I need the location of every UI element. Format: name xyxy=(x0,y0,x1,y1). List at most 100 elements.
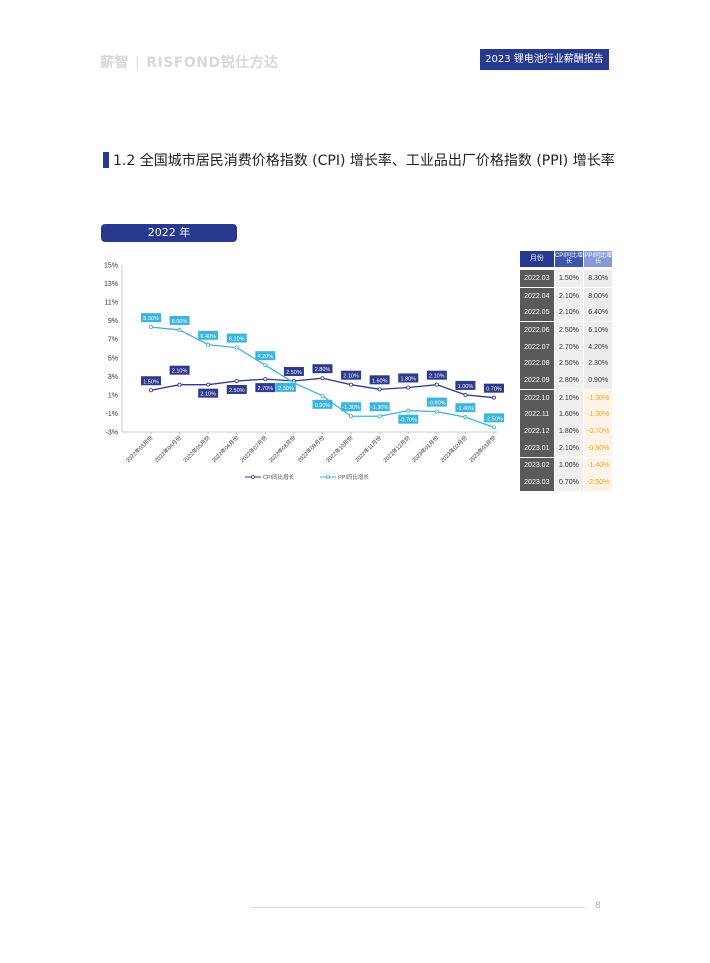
data-label-bg xyxy=(341,402,362,412)
data-label: 6.10% xyxy=(229,337,245,343)
x-tick-label: 2022年11月份 xyxy=(353,433,383,463)
data-label: 1.80% xyxy=(400,376,416,382)
data-label: 8.00% xyxy=(172,319,188,325)
data-label-bg xyxy=(312,364,333,374)
y-tick-label: 7% xyxy=(108,337,118,344)
data-point xyxy=(406,408,411,413)
y-tick-label: 11% xyxy=(105,300,119,307)
data-point xyxy=(349,382,354,387)
x-tick-label: 2022年06月份 xyxy=(210,433,241,464)
data-point xyxy=(149,388,154,393)
cell-cpi: 2.70% xyxy=(554,338,584,356)
x-tick-label: 2022年07月份 xyxy=(238,433,269,464)
cell-month: 2022.09 xyxy=(520,372,554,389)
data-label-bg xyxy=(455,403,476,413)
data-label: 1.60% xyxy=(372,378,388,384)
data-label-bg xyxy=(275,382,296,392)
table-header: 月份 CPI同比增长 PPI同比增长 xyxy=(520,251,612,267)
data-label: 2.10% xyxy=(172,369,188,375)
cell-cpi: 1.00% xyxy=(554,457,584,475)
header-cpi: CPI同比增长 xyxy=(554,251,584,267)
legend-marker xyxy=(326,475,330,479)
title-bar-marker xyxy=(103,152,109,168)
cell-cpi: 1.60% xyxy=(554,406,584,424)
data-label: -0.70% xyxy=(400,418,418,424)
data-label-bg xyxy=(312,399,333,409)
data-point xyxy=(149,325,154,330)
table-row: 2022.12 1.80% -0.70% xyxy=(520,423,612,440)
table-row: 2022.09 2.80% 0.90% xyxy=(520,372,612,389)
cell-cpi: 2.10% xyxy=(554,287,584,305)
data-label: -1.30% xyxy=(371,405,389,411)
report-tag: 2023 锂电池行业薪酬报告 xyxy=(480,49,609,70)
data-label-bg xyxy=(226,333,247,343)
data-point xyxy=(320,393,325,398)
x-tick-label: 2022年05月份 xyxy=(181,433,212,464)
y-tick-label: -1% xyxy=(106,411,118,418)
data-label: 6.40% xyxy=(200,334,216,340)
cell-month: 2022.11 xyxy=(520,406,554,424)
cpi-ppi-line-chart: 15%13%11%9%7%5%3%1%-1%-3%2022年03月份 2022年0… xyxy=(104,263,504,481)
x-tick-label: 2023年02月份 xyxy=(439,433,470,464)
data-point xyxy=(491,395,496,400)
table-row: 2023.01 2.10% -0.80% xyxy=(520,439,612,457)
x-tick-label: 2022年04月份 xyxy=(153,433,184,464)
data-label: 2.80% xyxy=(315,367,331,373)
data-label: 8.30% xyxy=(143,316,159,322)
data-label-bg xyxy=(398,373,419,383)
data-label: 0.70% xyxy=(486,387,502,393)
cell-ppi: 2.30% xyxy=(584,355,612,373)
cell-cpi: 2.50% xyxy=(554,322,584,339)
data-label: 2.10% xyxy=(343,374,359,380)
cell-cpi: 0.70% xyxy=(554,474,584,491)
cell-month: 2022.07 xyxy=(520,338,554,356)
data-point xyxy=(234,345,239,350)
data-label: -1.40% xyxy=(457,406,475,412)
y-tick-label: -3% xyxy=(106,430,118,437)
cell-ppi: 6.40% xyxy=(584,304,612,322)
header-month: 月份 xyxy=(520,251,554,267)
cell-month: 2022.10 xyxy=(520,389,554,407)
data-label: 2.30% xyxy=(278,386,294,392)
data-label-bg xyxy=(426,370,447,380)
data-label: 1.00% xyxy=(458,384,474,390)
logo-xinzhi: 薪智 xyxy=(100,55,129,71)
data-label: 1.50% xyxy=(143,379,159,385)
page-number: 8 xyxy=(595,901,601,911)
data-label-bg xyxy=(398,414,419,424)
data-label-bg xyxy=(169,365,190,375)
y-tick-label: 1% xyxy=(108,392,118,399)
legend-label: CPI同比增长 xyxy=(263,473,295,481)
data-point xyxy=(263,377,268,382)
data-point xyxy=(463,415,468,420)
data-point xyxy=(377,387,382,392)
data-point xyxy=(377,414,382,419)
data-point xyxy=(206,382,211,387)
table-row: 2022.07 2.70% 4.20% xyxy=(520,338,612,356)
cell-cpi: 2.50% xyxy=(554,355,584,373)
data-label-bg xyxy=(426,397,447,407)
cpi-ppi-table: 月份 CPI同比增长 PPI同比增长 2022.03 1.50% 8.30% 2022… xyxy=(520,251,612,491)
data-label-bg xyxy=(455,380,476,390)
data-label-bg xyxy=(255,351,276,361)
header-ppi: PPI同比增长 xyxy=(584,251,612,267)
table-row: 2022.11 1.60% -1.30% xyxy=(520,406,612,424)
x-tick-label: 2023年03月份 xyxy=(467,433,498,464)
data-point xyxy=(177,382,182,387)
data-label: 2.50% xyxy=(229,388,245,394)
data-label: 2.70% xyxy=(258,386,274,392)
cell-cpi: 2.10% xyxy=(554,439,584,457)
data-label-bg xyxy=(369,402,390,412)
x-tick-label: 2022年08月份 xyxy=(267,433,298,464)
cell-month: 2022.06 xyxy=(520,322,554,339)
table-row: 2022.04 2.10% 8.00% xyxy=(520,287,612,305)
cell-month: 2023.03 xyxy=(520,474,554,491)
cell-month: 2023.01 xyxy=(520,439,554,457)
legend-label: PPI同比增长 xyxy=(338,473,369,481)
data-point xyxy=(349,414,354,419)
table-row: 2022.06 2.50% 6.10% xyxy=(520,322,612,339)
x-tick-label: 2022年12月份 xyxy=(381,433,412,464)
cell-ppi: -2.50% xyxy=(584,474,612,491)
cell-month: 2022.12 xyxy=(520,423,554,440)
footer-divider xyxy=(250,907,585,908)
